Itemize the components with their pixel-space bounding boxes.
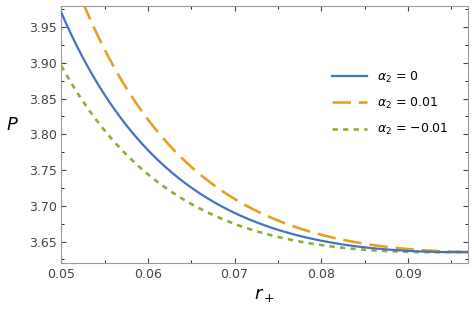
$\alpha_2$ = 0.01 [455,250,460,254]
Y-axis label: $P$: $P$ [6,116,18,134]
Legend: $\alpha_2$ = 0, $\alpha_2$ = 0.01, $\alpha_2$ = $-$0.01: $\alpha_2$ = 0, $\alpha_2$ = 0.01, $\alp… [328,64,454,142]
$\alpha_2$ = $-$0.01 [465,250,471,254]
$\alpha_2$ = $-$0.01 [433,250,438,254]
$\alpha_2$ = 0 [459,250,465,254]
$\alpha_2$ = $-$0.01 [454,250,459,254]
$\alpha_2$ = 0 [182,181,187,184]
$\alpha_2$ = 0.01 [349,240,355,243]
Line: $\alpha_2$ = $-$0.01: $\alpha_2$ = $-$0.01 [44,32,468,252]
$\alpha_2$ = 0 [137,140,143,143]
$\alpha_2$ = 0.01 [349,240,355,243]
$\alpha_2$ = $-$0.01 [375,249,381,253]
$\alpha_2$ = 0 [465,250,471,254]
$\alpha_2$ = 0 [92,77,98,80]
$\alpha_2$ = $-$0.01 [63,72,69,75]
$\alpha_2$ = $-$0.01 [453,250,459,254]
$\alpha_2$ = 0 [54,0,60,4]
Line: $\alpha_2$ = 0: $\alpha_2$ = 0 [57,2,468,252]
$\alpha_2$ = 0.01 [286,223,292,227]
$\alpha_2$ = 0.01 [465,250,471,254]
$\alpha_2$ = 0.01 [341,238,347,242]
$\alpha_2$ = 0 [403,249,409,253]
$\alpha_2$ = $-$0.01 [237,224,242,228]
$\alpha_2$ = $-$0.01 [247,228,253,231]
$\alpha_2$ = $-$0.01 [41,30,47,34]
$\alpha_2$ = 0 [188,185,193,189]
$\alpha_2$ = 0.01 [80,1,86,4]
$\alpha_2$ = 0.01 [315,232,320,236]
Line: $\alpha_2$ = 0.01: $\alpha_2$ = 0.01 [83,2,468,252]
X-axis label: $r_+$: $r_+$ [255,286,275,304]
$\alpha_2$ = 0 [370,246,375,250]
